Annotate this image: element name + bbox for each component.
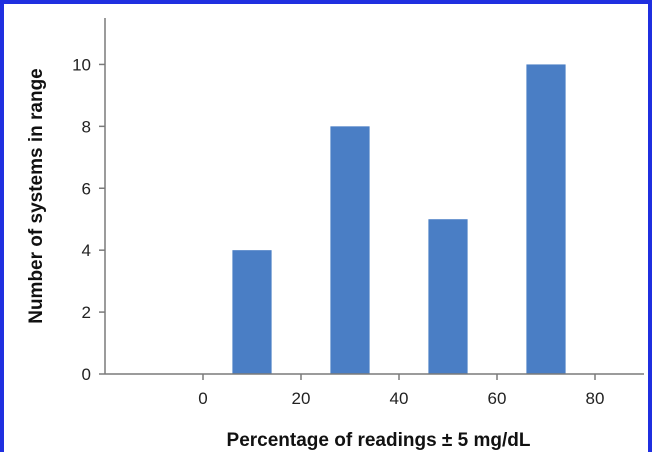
bar-chart: 0 2 4 6 8 10 0 20 40 60 80 Percentage of readings… bbox=[26, 18, 644, 451]
bar-10 bbox=[232, 250, 272, 374]
bar-50 bbox=[428, 219, 468, 374]
x-ticks: 0 20 40 60 80 bbox=[198, 374, 604, 408]
x-axis-title: Percentage of readings ± 5 mg/dL bbox=[227, 430, 531, 451]
bars bbox=[232, 64, 566, 374]
x-tick-label-80: 80 bbox=[586, 389, 605, 408]
bar-70 bbox=[526, 64, 566, 374]
x-tick-label-0: 0 bbox=[198, 389, 207, 408]
y-ticks: 0 2 4 6 8 10 bbox=[72, 55, 105, 384]
y-tick-label-2: 2 bbox=[82, 303, 91, 322]
y-axis-title: Number of systems in range bbox=[26, 68, 47, 324]
y-tick-label-4: 4 bbox=[82, 241, 91, 260]
x-tick-label-60: 60 bbox=[488, 389, 507, 408]
y-tick-label-6: 6 bbox=[82, 179, 91, 198]
y-tick-label-10: 10 bbox=[72, 55, 91, 74]
bar-30 bbox=[330, 126, 370, 374]
y-tick-label-0: 0 bbox=[82, 365, 91, 384]
x-tick-label-20: 20 bbox=[292, 389, 311, 408]
x-tick-label-40: 40 bbox=[390, 389, 409, 408]
y-tick-label-8: 8 bbox=[82, 117, 91, 136]
